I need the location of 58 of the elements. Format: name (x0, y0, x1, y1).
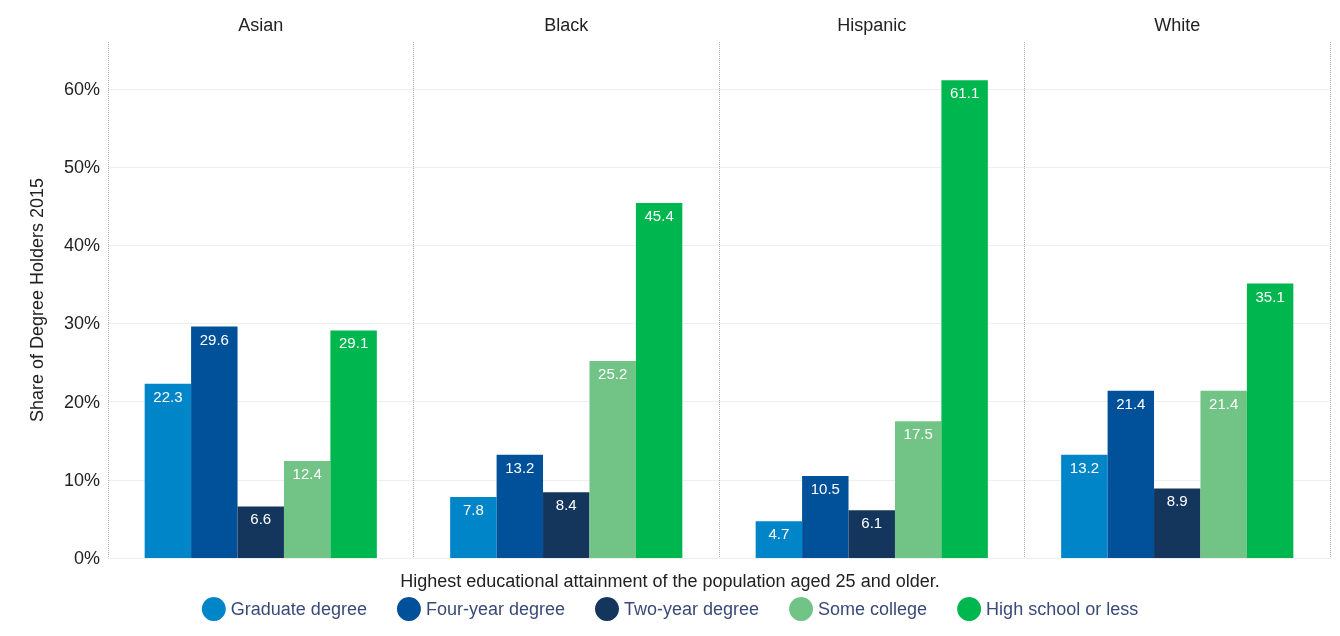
bar (1107, 390, 1155, 558)
bar (848, 510, 895, 558)
bar (755, 521, 803, 558)
bar (1061, 454, 1108, 558)
data-label: 7.8 (462, 501, 484, 519)
data-label: 22.3 (153, 387, 183, 405)
data-label: 6.6 (250, 510, 272, 528)
bar (191, 326, 238, 558)
bar (450, 497, 497, 558)
data-label: 17.5 (903, 425, 933, 443)
x-tick-label: White (1154, 15, 1201, 35)
data-label: 25.2 (598, 364, 628, 382)
data-label: 4.7 (768, 525, 790, 543)
bar (894, 421, 942, 558)
y-axis-title: Share of Degree Holders 2015 (27, 177, 47, 423)
bar (941, 80, 988, 558)
bar (237, 506, 284, 558)
x-axis-title: Highest educational attainment of the population aged 25 and older. (400, 571, 940, 591)
bar (283, 461, 331, 558)
data-label: 35.1 (1255, 287, 1285, 305)
x-tick-label: Black (544, 15, 590, 35)
bar (543, 492, 590, 558)
data-label: 8.4 (555, 496, 577, 514)
bar (496, 454, 544, 558)
bar (1154, 488, 1201, 558)
y-tick-label: 40% (63, 235, 100, 256)
bar (589, 360, 636, 558)
data-label: 29.6 (199, 330, 229, 348)
data-label: 10.5 (810, 479, 840, 497)
legend-label: Four-year degree (425, 599, 565, 619)
data-label: 13.2 (1069, 458, 1099, 476)
y-tick-label: 50% (63, 157, 100, 178)
y-tick-label: 20% (63, 391, 100, 412)
bar (330, 330, 377, 558)
bar (802, 475, 849, 558)
legend-label: High school or less (986, 599, 1139, 619)
bar (1200, 390, 1247, 558)
bar (144, 383, 192, 558)
data-label: 13.2 (505, 458, 535, 476)
y-tick-label: 0% (73, 548, 100, 568)
bar (1246, 283, 1294, 558)
data-label: 6.1 (861, 514, 883, 532)
data-label: 21.4 (1116, 394, 1146, 412)
data-label: 61.1 (950, 84, 980, 102)
data-label: 8.9 (1166, 492, 1188, 510)
data-label: 12.4 (292, 465, 322, 483)
legend-label: Graduate degree (230, 599, 367, 619)
y-tick-label: 10% (63, 469, 100, 490)
legend-label: Two-year degree (623, 599, 760, 619)
data-label: 29.1 (339, 334, 369, 352)
x-tick-label: Asian (238, 15, 284, 35)
data-label: 21.4 (1209, 394, 1239, 412)
legend-label: Some college (818, 599, 928, 619)
bar (635, 203, 683, 558)
x-tick-label: Hispanic (837, 15, 907, 35)
y-tick-label: 30% (63, 313, 100, 334)
data-label: 45.4 (644, 207, 674, 225)
y-tick-label: 60% (63, 78, 100, 99)
